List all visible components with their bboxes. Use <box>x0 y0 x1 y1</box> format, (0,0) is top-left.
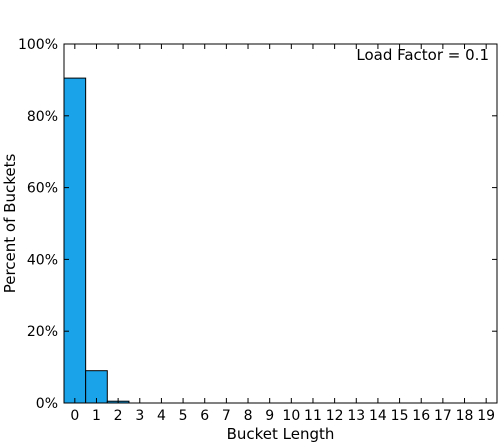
x-tick-label-0: 0 <box>70 408 79 424</box>
x-tick-label-18: 18 <box>456 408 474 424</box>
x-tick-label-6: 6 <box>200 408 209 424</box>
x-tick-label-7: 7 <box>222 408 231 424</box>
x-tick-label-8: 8 <box>244 408 253 424</box>
load-factor-annotation: Load Factor = 0.1 <box>356 46 489 64</box>
x-axis-label: Bucket Length <box>227 425 335 443</box>
x-tick-label-15: 15 <box>391 408 409 424</box>
y-tick-label: 80% <box>27 109 58 125</box>
y-tick-label: 20% <box>27 324 58 340</box>
bar-0 <box>63 77 87 404</box>
y-tick-label: 100% <box>18 37 58 53</box>
y-tick-label: 60% <box>27 181 58 197</box>
x-tick-label-2: 2 <box>114 408 123 424</box>
x-axis: 0 1 2 3 4 5 6 7 8 9 10 11 12 13 14 15 16 17 18 19 <box>70 44 495 424</box>
x-tick-label-16: 16 <box>412 408 430 424</box>
x-tick-label-14: 14 <box>369 408 387 424</box>
y-tick-label: 40% <box>27 252 58 268</box>
x-tick-label-4: 4 <box>157 408 166 424</box>
y-tick-label: 0% <box>36 396 58 412</box>
x-tick-label-13: 13 <box>347 408 365 424</box>
x-tick-label-12: 12 <box>326 408 344 424</box>
x-tick-label-5: 5 <box>179 408 188 424</box>
x-tick-label-17: 17 <box>434 408 452 424</box>
y-axis: 0% 20% 40% 60% 80% 100% <box>18 37 497 412</box>
x-tick-label-1: 1 <box>92 408 101 424</box>
x-tick-label-3: 3 <box>135 408 144 424</box>
x-tick-label-11: 11 <box>304 408 322 424</box>
plot-frame <box>63 43 498 404</box>
x-tick-label-19: 19 <box>477 408 495 424</box>
x-tick-label-10: 10 <box>282 408 300 424</box>
x-tick-label-9: 9 <box>265 408 274 424</box>
y-axis-label: Percent of Buckets <box>1 154 19 294</box>
bars-group <box>63 77 130 404</box>
